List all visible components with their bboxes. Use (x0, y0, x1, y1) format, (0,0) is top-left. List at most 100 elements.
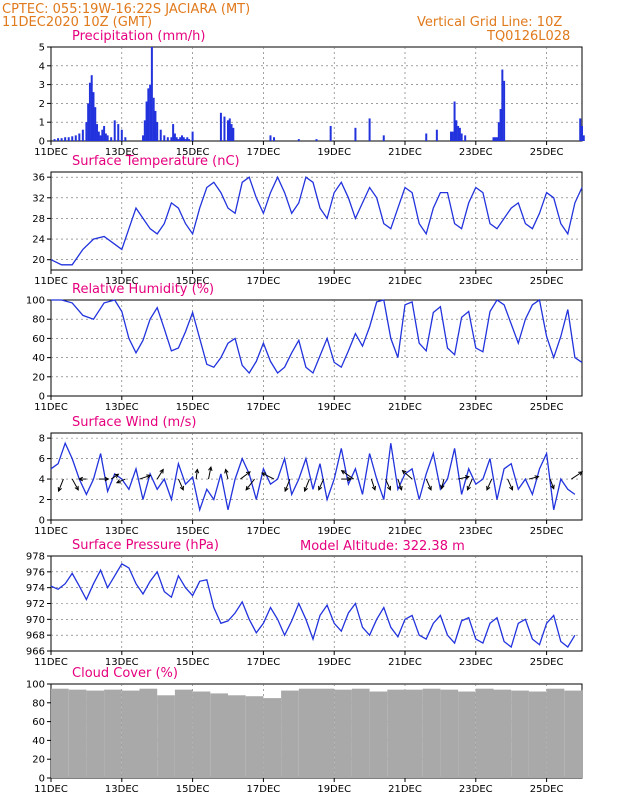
cloud-cover-bar (511, 690, 529, 778)
pressure-xtick-label: 13DEC (105, 657, 139, 668)
cloud-cover-bar (281, 690, 299, 778)
wind-vector-head (486, 485, 491, 491)
precipitation-bar (219, 112, 222, 141)
precipitation-bar (492, 137, 495, 141)
wind-ytick-label: 6 (39, 454, 45, 465)
precipitation-bar (145, 101, 148, 141)
cloud-cover-ytick-label: 0 (39, 774, 45, 785)
temperature-xtick-label: 15DEC (176, 276, 210, 287)
panels: Precipitation (mm/h) 0 1 2 3 4 5 11DEC 13DEC 15DE… (26, 29, 585, 795)
temperature-xtick-label: 19DEC (317, 276, 351, 287)
precipitation-bar (103, 125, 106, 141)
precipitation-bar (78, 133, 81, 141)
wind-vector (370, 478, 376, 491)
precipitation-bar (110, 137, 113, 141)
precipitation-bar (497, 122, 500, 141)
pressure-ytick-label: 968 (26, 631, 45, 642)
precipitation-bar (101, 129, 104, 141)
cloud-cover-xtick-label: 17DEC (247, 784, 281, 795)
wind-vector (240, 471, 251, 480)
wind-ytick-label: 0 (39, 516, 45, 527)
wind-vector (58, 478, 64, 492)
humidity-panel: Relative Humidity (%) 0 20 40 60 80 100 11DEC 13… (26, 282, 583, 413)
cloud-cover-bar (174, 689, 193, 778)
precipitation-bar (124, 137, 127, 141)
wind-vector-head (578, 471, 584, 476)
wind-vector-head (179, 485, 184, 491)
cloud-cover-bar (564, 690, 582, 778)
wind-xtick-label: 21DEC (388, 526, 422, 537)
pressure-panel: Surface Pressure (hPa) 966 968 970 972 974 976… (26, 538, 583, 668)
cloud-cover-ytick-label: 20 (32, 755, 45, 766)
precipitation-bar (464, 135, 467, 141)
pressure-ytick-label: 972 (26, 599, 45, 610)
cloud-cover-title: Cloud Cover (%) (72, 666, 178, 681)
wind-vector (177, 478, 184, 491)
wind-ytick-label: 4 (39, 475, 45, 486)
wind-vector-head (224, 468, 229, 474)
wind-vector (549, 478, 555, 489)
cloud-cover-bar (86, 690, 105, 778)
cloud-cover-bar (104, 689, 122, 778)
precipitation-bar (104, 133, 107, 141)
header-location: CPTEC: 055:19W-16:22S JACIARA (MT) (2, 2, 250, 17)
wind-xtick-label: 23DEC (459, 526, 493, 537)
precipitation-bar (150, 47, 153, 141)
wind-xtick-label: 13DEC (105, 526, 139, 537)
cloud-cover-bar (546, 688, 565, 778)
precipitation-bar (273, 137, 276, 141)
precipitation-bar (503, 80, 506, 141)
precipitation-bar (99, 135, 102, 141)
wind-vector (467, 478, 473, 491)
precipitation-bar (501, 69, 504, 141)
wind-vector-head (104, 476, 110, 482)
cloud-cover-xtick-label: 13DEC (105, 784, 139, 795)
cloud-cover-bar (316, 688, 335, 778)
precipitation-xtick-label: 11DEC (34, 147, 68, 158)
humidity-ytick-label: 20 (32, 372, 45, 383)
wind-xtick-label: 25DEC (530, 526, 564, 537)
wind-vector-head (146, 474, 152, 479)
temperature-xtick-label: 17DEC (247, 276, 281, 287)
precipitation-bar (173, 133, 176, 141)
precipitation-xtick-label: 19DEC (317, 147, 351, 158)
wind-panel: Surface Wind (m/s) 0 2 4 6 8 11DEC 13DEC 15DEC 17… (34, 415, 584, 537)
wind-vector-head (534, 475, 540, 480)
humidity-xtick-label: 11DEC (34, 402, 68, 413)
pressure-ytick-label: 976 (26, 567, 45, 578)
precipitation-xtick-label: 25DEC (530, 147, 564, 158)
cloud-cover-ytick-label: 80 (32, 698, 45, 709)
temperature-line (50, 175, 583, 266)
humidity-frame (50, 299, 583, 397)
precipitation-bar (179, 137, 182, 141)
precipitation-bar (499, 109, 502, 141)
wind-vector-head (401, 469, 407, 475)
precipitation-bar (88, 82, 91, 141)
humidity-ytick-label: 80 (32, 315, 45, 326)
wind-vector-head (303, 487, 308, 493)
precipitation-bar (460, 133, 463, 141)
wind-vector (441, 478, 445, 489)
wind-xtick-label: 19DEC (317, 526, 351, 537)
header-date: 11DEC2020 10Z (GMT) (2, 15, 152, 30)
precipitation-bar (81, 129, 84, 141)
temperature-ytick-label: 24 (32, 235, 45, 246)
precipitation-bar (453, 101, 456, 141)
wind-vector (71, 478, 79, 491)
precipitation-bar (97, 131, 100, 141)
precipitation-xtick-label: 15DEC (176, 147, 210, 158)
cloud-cover-ytick-label: 40 (32, 736, 45, 747)
wind-vector (195, 469, 198, 480)
precipitation-bar (60, 138, 63, 141)
cloud-cover-bar (405, 689, 423, 778)
cloud-cover-bar (192, 691, 211, 778)
wind-vector-head (340, 470, 346, 475)
temperature-frame (50, 171, 583, 271)
wind-vector-head (386, 485, 392, 491)
cloud-cover-bar (528, 691, 547, 778)
temperature-xtick-label: 13DEC (105, 276, 139, 287)
cloud-cover-xtick-label: 15DEC (176, 784, 210, 795)
wind-vector-head (194, 468, 200, 474)
wind-vector (156, 469, 164, 480)
cloud-cover-bar (387, 689, 405, 778)
